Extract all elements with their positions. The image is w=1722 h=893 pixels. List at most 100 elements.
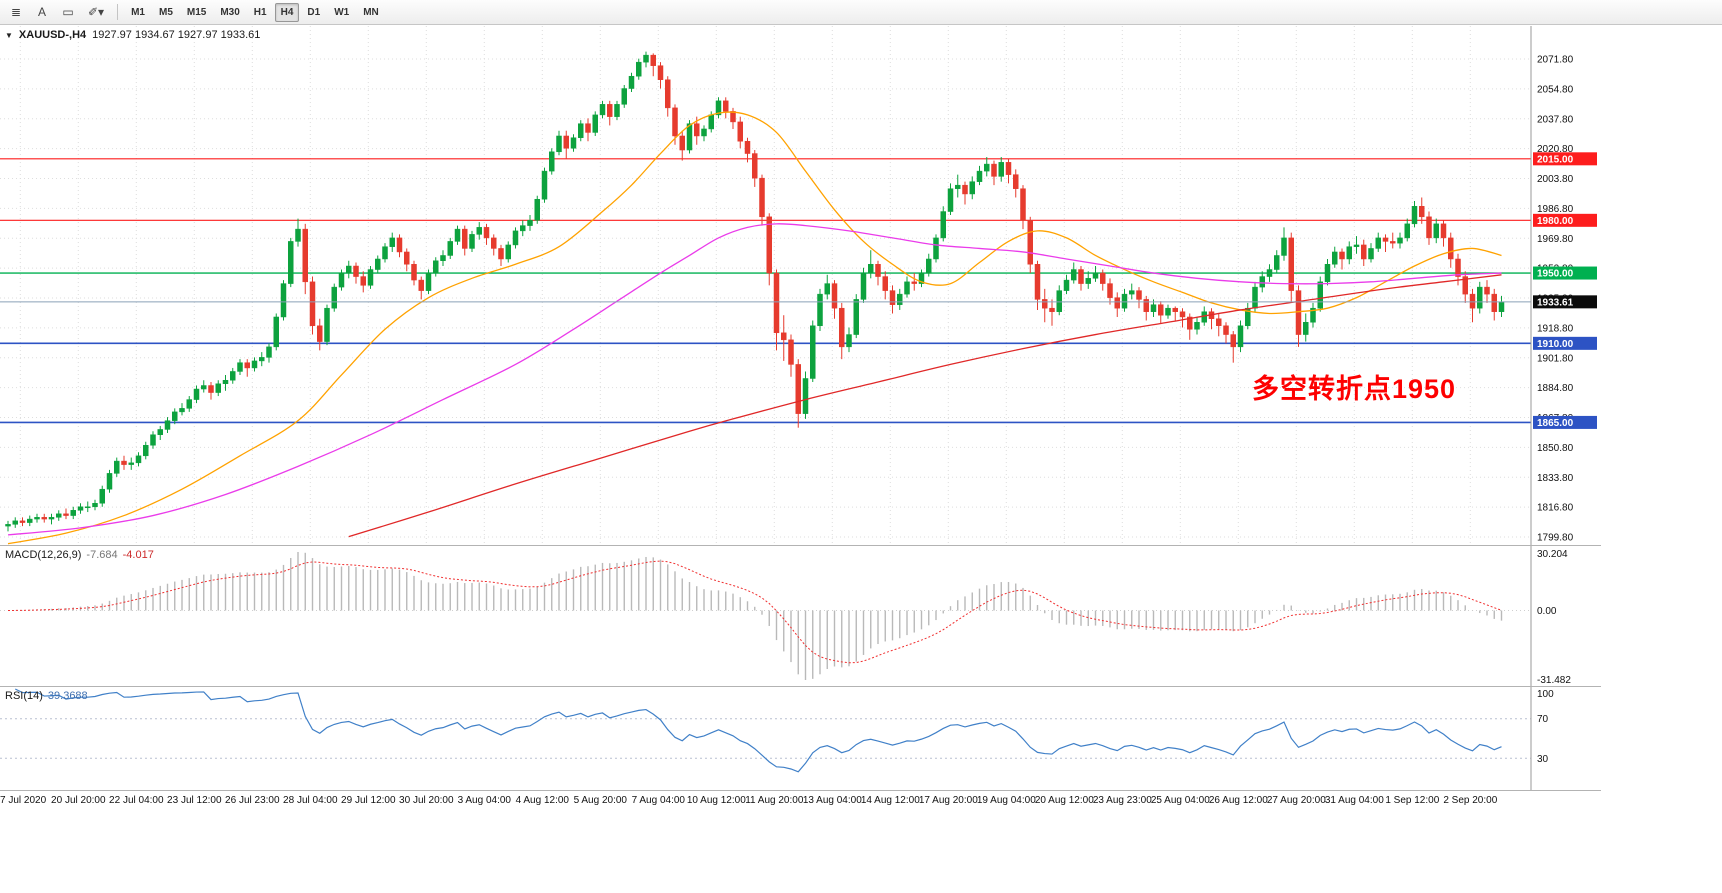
time-label: 7 Aug 04:00 <box>631 795 685 806</box>
macd-canvas[interactable]: 30.204 0.00 -31.482 <box>0 546 1601 686</box>
svg-text:30: 30 <box>1537 754 1549 765</box>
time-label: 11 Aug 20:00 <box>745 795 804 806</box>
time-label: 29 Jul 12:00 <box>341 795 396 806</box>
chart-window: 2071.80 2054.80 2037.80 2020.80 2003.80 1986.… <box>0 26 1601 893</box>
price-tag: 1933.61 <box>1533 295 1597 309</box>
draw-tools-icon[interactable]: ✐▾ <box>88 5 105 19</box>
svg-text:2020.80: 2020.80 <box>1537 144 1574 155</box>
svg-text:1865.00: 1865.00 <box>1537 418 1574 429</box>
macd-histogram <box>14 552 1503 680</box>
time-label: 17 Aug 20:00 <box>918 795 978 806</box>
svg-text:1910.00: 1910.00 <box>1537 339 1574 350</box>
time-label: 27 Aug 20:00 <box>1266 795 1326 806</box>
ma-slow-line <box>348 274 1502 538</box>
toolbar: ≣ A ▭ ✐▾ M1 M5 M15 M30 H1 H4 D1 W1 MN <box>0 0 1722 25</box>
chart-annotation-text: 多空转折点1950 <box>1252 374 1457 404</box>
timeframe-button-m5[interactable]: M5 <box>158 6 173 18</box>
ohlc-values: 1927.97 1934.67 1927.97 1933.61 <box>92 29 261 41</box>
time-label: 30 Jul 20:00 <box>399 795 454 806</box>
macd-title: MACD(12,26,9) -7.684 -4.017 <box>5 549 154 561</box>
timeframe-button-w1[interactable]: W1 <box>334 6 350 18</box>
svg-text:30.204: 30.204 <box>1537 549 1568 560</box>
time-label: 4 Aug 12:00 <box>515 795 569 806</box>
timeframe-button-d1[interactable]: D1 <box>307 6 321 18</box>
time-label: 28 Jul 04:00 <box>283 795 338 806</box>
svg-text:1833.80: 1833.80 <box>1537 473 1574 484</box>
rsi-pane[interactable]: 100 70 30 RSI(14) 39.3688 <box>0 687 1601 790</box>
timeframe-buttons: M1 M5 M15 M30 H1 H4 D1 W1 MN <box>125 2 385 22</box>
price-tag[interactable]: 1980.00 <box>1533 213 1597 227</box>
pane-splitter[interactable] <box>0 790 1601 791</box>
price-tag[interactable]: 2015.00 <box>1533 152 1597 166</box>
svg-text:1950.00: 1950.00 <box>1537 269 1574 280</box>
toolbar-separator <box>117 4 119 20</box>
time-label: 19 Aug 04:00 <box>976 795 1036 806</box>
svg-text:1918.80: 1918.80 <box>1537 323 1574 334</box>
chart-window-icon[interactable]: ▭ <box>62 5 74 19</box>
collapse-icon[interactable]: ▼ <box>5 30 13 40</box>
rsi-value: 39.3688 <box>47 690 88 702</box>
time-label: 17 Jul 2020 <box>0 795 47 806</box>
toolbar-icons: ≣ A ▭ ✐▾ <box>4 3 110 22</box>
timeframe-button-h4[interactable]: H4 <box>274 2 300 22</box>
rsi-canvas[interactable]: 100 70 30 <box>0 687 1601 790</box>
price-tag[interactable]: 1950.00 <box>1533 266 1597 280</box>
price-tag[interactable]: 1865.00 <box>1533 415 1597 429</box>
time-label: 2 Sep 20:00 <box>1443 795 1498 806</box>
macd-signal-line <box>7 560 1502 664</box>
svg-text:1850.80: 1850.80 <box>1537 443 1574 454</box>
timeframe-button-m30[interactable]: M30 <box>220 6 240 18</box>
timeframe-button-m1[interactable]: M1 <box>131 6 145 18</box>
timeframe-button-m15[interactable]: M15 <box>186 6 207 18</box>
ma-fast-line <box>7 111 1502 545</box>
candles <box>5 51 1505 532</box>
svg-text:1901.80: 1901.80 <box>1537 353 1574 364</box>
time-label: 20 Aug 12:00 <box>1034 795 1094 806</box>
time-label: 13 Aug 04:00 <box>802 795 862 806</box>
macd-signal-value: -4.017 <box>122 549 154 561</box>
price-chart-canvas[interactable]: 2071.80 2054.80 2037.80 2020.80 2003.80 1986.… <box>0 26 1601 545</box>
svg-text:1816.80: 1816.80 <box>1537 503 1574 514</box>
time-label: 25 Aug 04:00 <box>1150 795 1210 806</box>
chart-title: ▼ XAUUSD-,H4 1927.97 1934.67 1927.97 193… <box>5 29 260 41</box>
time-label: 26 Jul 23:00 <box>225 795 280 806</box>
svg-text:70: 70 <box>1537 714 1549 725</box>
svg-text:2037.80: 2037.80 <box>1537 114 1574 125</box>
timeframe-button-mn[interactable]: MN <box>363 6 379 18</box>
time-label: 3 Aug 04:00 <box>457 795 511 806</box>
time-label: 26 Aug 12:00 <box>1208 795 1268 806</box>
svg-text:1986.80: 1986.80 <box>1537 204 1574 215</box>
svg-text:2003.80: 2003.80 <box>1537 174 1574 185</box>
svg-text:1980.00: 1980.00 <box>1537 216 1574 227</box>
time-label: 20 Jul 20:00 <box>51 795 106 806</box>
time-label: 14 Aug 12:00 <box>860 795 920 806</box>
time-label: 5 Aug 20:00 <box>573 795 627 806</box>
ma-mid-line <box>7 223 1502 536</box>
cursor-tool-icon[interactable]: A <box>37 5 46 19</box>
svg-text:1969.80: 1969.80 <box>1537 234 1574 245</box>
time-label: 10 Aug 12:00 <box>686 795 746 806</box>
symbol-timeframe-label: XAUUSD-,H4 <box>18 29 87 41</box>
pane-splitter[interactable] <box>0 686 1601 687</box>
svg-text:1884.80: 1884.80 <box>1537 383 1574 394</box>
svg-text:0.00: 0.00 <box>1537 606 1557 617</box>
macd-pane[interactable]: 30.204 0.00 -31.482 MACD(12,26,9) -7.684 -… <box>0 546 1601 686</box>
timeframe-button-h1[interactable]: H1 <box>253 6 267 18</box>
pane-splitter[interactable] <box>0 545 1601 546</box>
time-label: 31 Aug 04:00 <box>1324 795 1384 806</box>
svg-text:100: 100 <box>1537 689 1554 700</box>
svg-text:1799.80: 1799.80 <box>1537 533 1574 544</box>
macd-axis-ticks: 30.204 0.00 -31.482 <box>1537 549 1571 686</box>
chart-menu-icon[interactable]: ≣ <box>10 5 22 19</box>
rsi-title: RSI(14) 39.3688 <box>5 690 88 702</box>
time-label: 23 Jul 12:00 <box>167 795 222 806</box>
svg-text:2015.00: 2015.00 <box>1537 154 1574 165</box>
rsi-axis-ticks: 100 70 30 <box>1537 689 1554 765</box>
price-grid <box>0 26 1531 545</box>
price-pane[interactable]: 2071.80 2054.80 2037.80 2020.80 2003.80 1986.… <box>0 26 1601 545</box>
horizontal-levels[interactable] <box>0 158 1531 424</box>
price-tag[interactable]: 1910.00 <box>1533 336 1597 350</box>
time-label: 1 Sep 12:00 <box>1385 795 1440 806</box>
svg-text:2071.80: 2071.80 <box>1537 55 1574 66</box>
